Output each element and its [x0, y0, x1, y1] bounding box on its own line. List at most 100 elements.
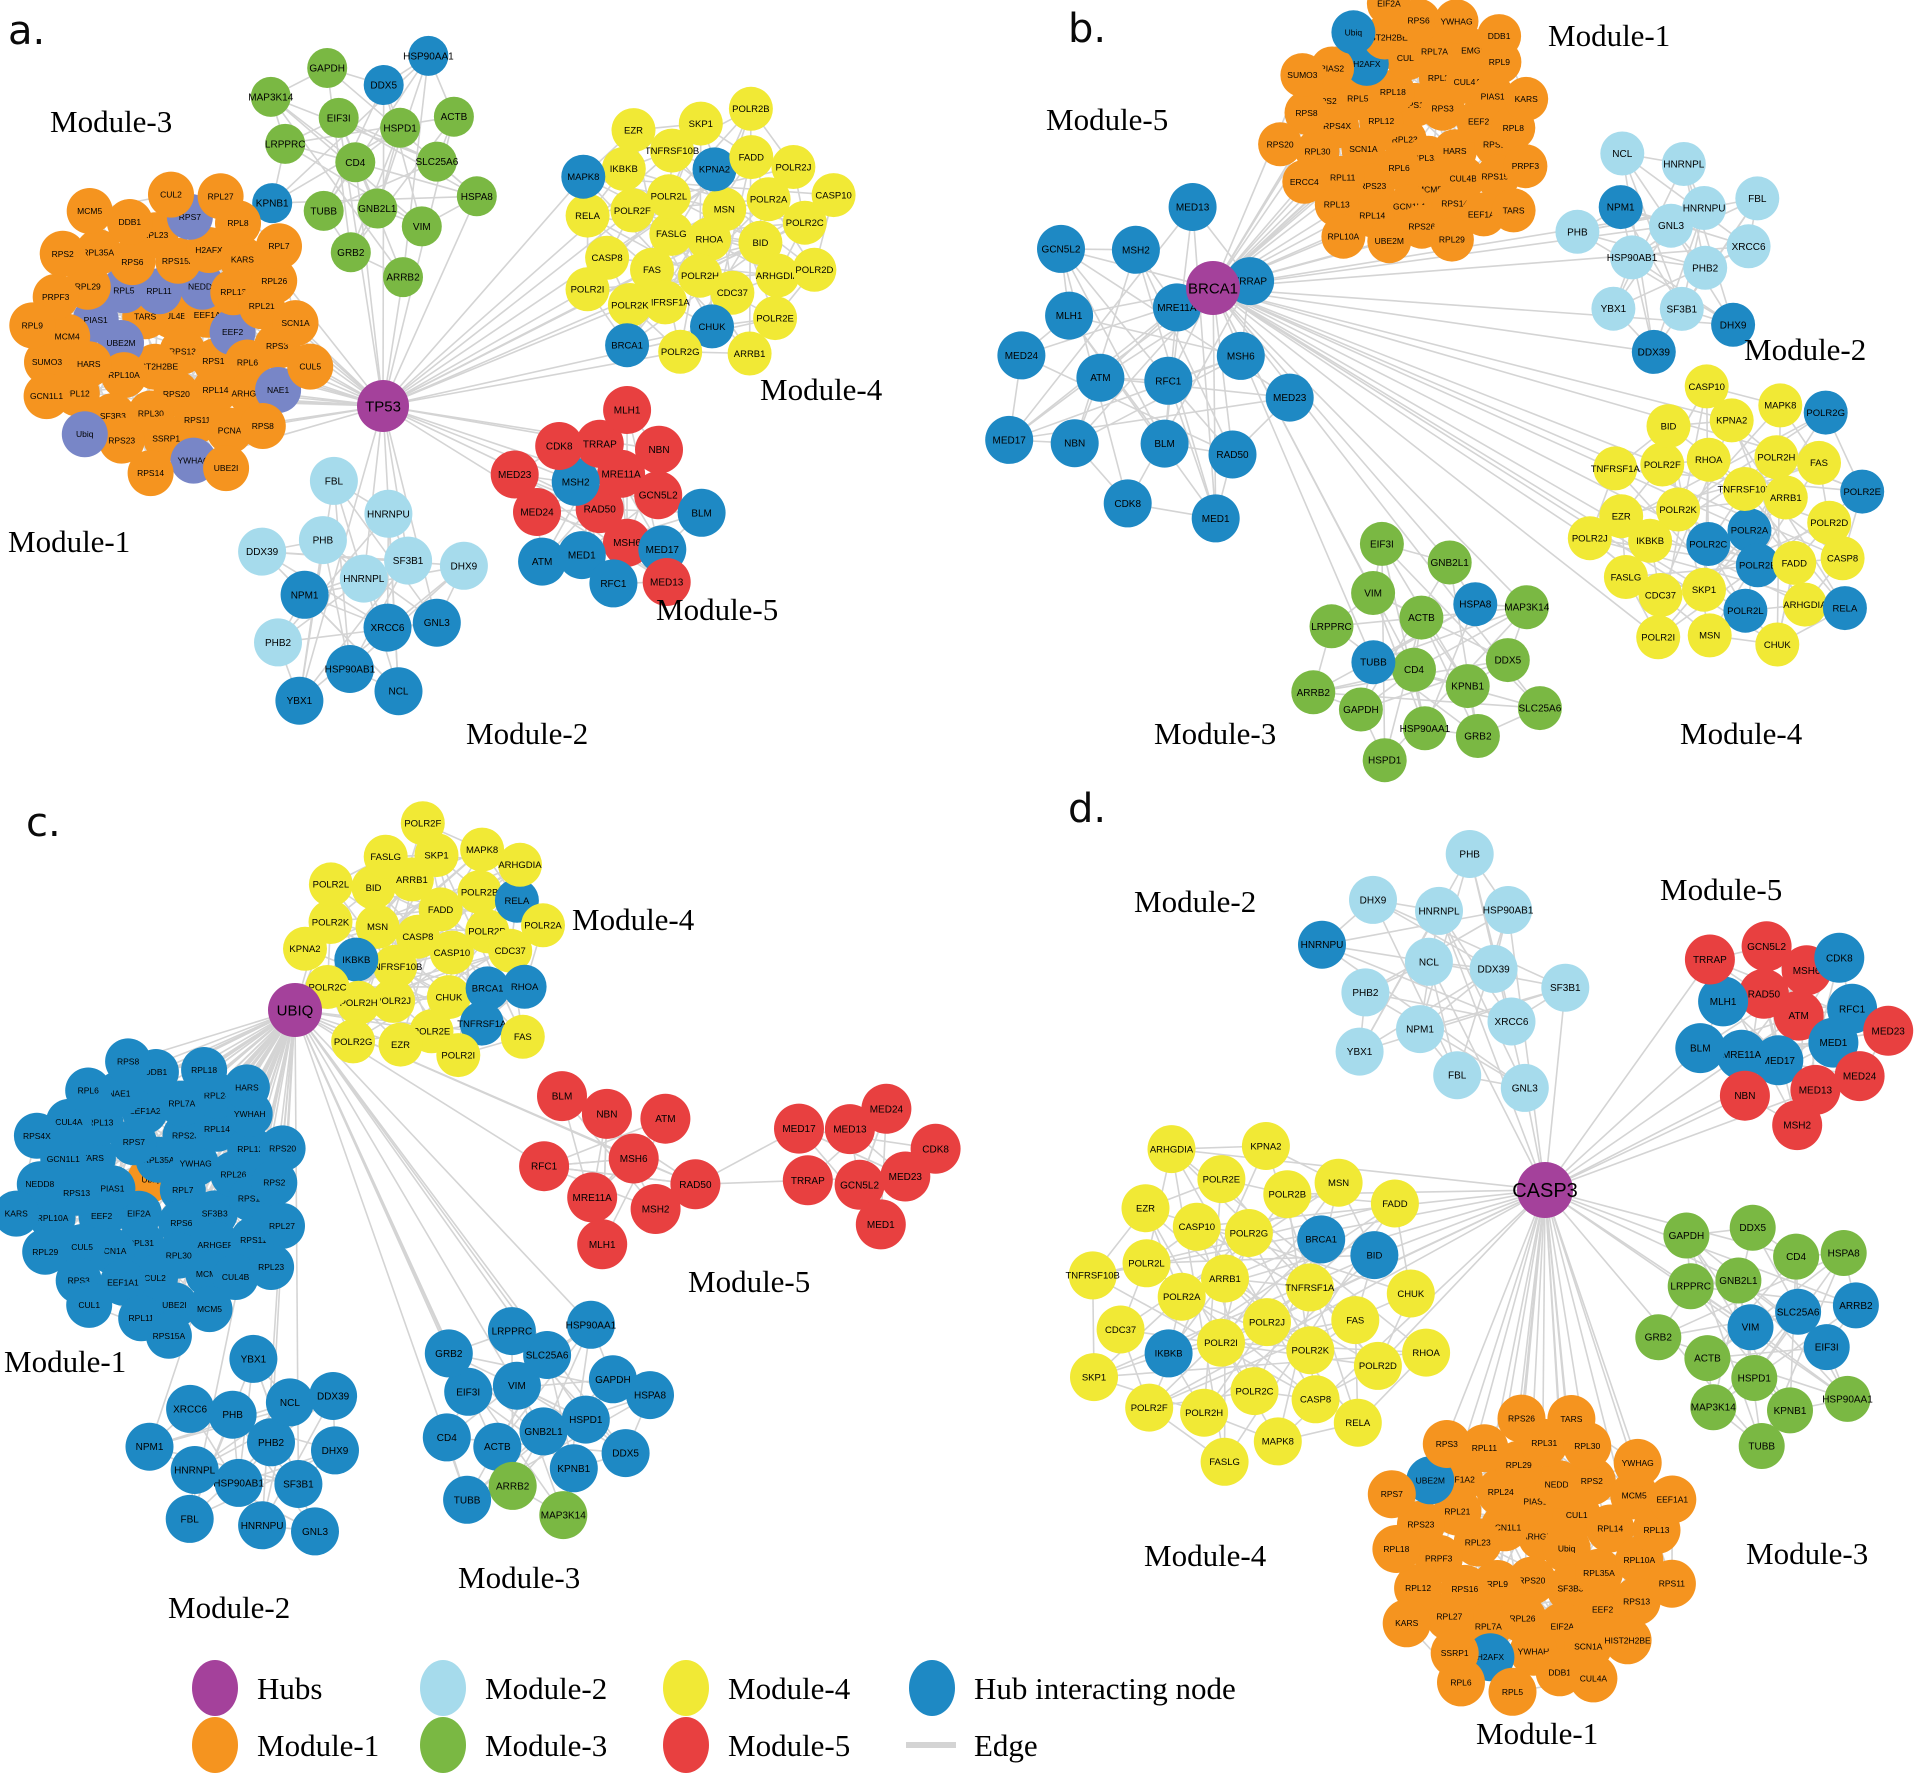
node-label: POLR2D — [1810, 518, 1848, 529]
hub-label: CASP3 — [1512, 1180, 1578, 1202]
node-label: YWHAH — [234, 1109, 266, 1119]
node-label: KARS — [1395, 1618, 1418, 1628]
node-label: RPS7 — [179, 212, 201, 222]
node-cul5: CUL5 — [59, 1224, 106, 1270]
node-label: EEF1A2 — [129, 1106, 161, 1116]
node-polr2f: POLR2F — [1125, 1383, 1174, 1432]
node-polr2d: POLR2D — [792, 247, 837, 292]
node-vim: VIM — [492, 1361, 541, 1410]
node-label: ARHGEF4 — [198, 1240, 238, 1250]
node-label: RPS11 — [184, 415, 211, 425]
node-kars: KARS — [1504, 76, 1549, 121]
node-label: POLR2L — [313, 880, 349, 891]
node-grb2: GRB2 — [424, 1329, 473, 1378]
node-label: FAS — [1346, 1315, 1364, 1326]
node-label: PHB — [222, 1410, 243, 1421]
node-label: CUL4A — [55, 1117, 83, 1127]
node-label: TNFRSF10B — [1718, 484, 1772, 495]
node-label: ARHGEF2 — [232, 388, 272, 398]
node-label: EIF3I — [1815, 1343, 1839, 1354]
node-label: TUBB — [1360, 658, 1387, 669]
node-label: CUL4A — [1454, 77, 1482, 87]
node-casp10: CASP10 — [1684, 364, 1729, 409]
node-label: CUL5 — [299, 362, 321, 372]
module-label: Module-5 — [1046, 102, 1168, 137]
node-label: NBN — [648, 445, 669, 456]
node-label: RPS3 — [1431, 104, 1453, 114]
node-polr2d: POLR2D — [1807, 500, 1852, 545]
node-gnl3: GNL3 — [1500, 1063, 1549, 1112]
node-hsp90aa1: HSP90AA1 — [1822, 1375, 1873, 1422]
node-label: EIF3I — [1370, 539, 1394, 550]
node-fbl: FBL — [309, 456, 358, 505]
panel-d-module-3-3: VIM SLC25A6 HSPD1 GNB2L1 EIF3I ACTB CD4 KPNB1 LR… — [1635, 1204, 1879, 1469]
node-arhgdia: ARHGDIA — [755, 253, 800, 298]
node-label: CUL5 — [1397, 53, 1419, 63]
node-mre11a: MRE11A — [1716, 1029, 1767, 1080]
node-label: POLR2J — [1572, 534, 1608, 545]
node-ywhag: YWHAG — [1434, 0, 1479, 44]
module-label: Module-1 — [4, 1344, 126, 1379]
node-label: RHOA — [511, 982, 539, 993]
node-skp1: SKP1 — [1682, 567, 1726, 612]
node-label: FADD — [1782, 558, 1807, 569]
node-label: MED23 — [1872, 1026, 1906, 1037]
node-atm: ATM — [1076, 353, 1125, 402]
node-label: DDX39 — [1477, 964, 1510, 975]
node-label: MSH2 — [562, 477, 590, 488]
node-label: NAE1 — [108, 1089, 130, 1099]
node-arrb1: ARRB1 — [1763, 475, 1808, 520]
node-faslg: FASLG — [1603, 555, 1648, 599]
node-med17: MED17 — [1753, 1035, 1804, 1086]
node-blm: BLM — [537, 1071, 587, 1122]
node-gapdh: GAPDH — [307, 48, 348, 88]
node-label: MAP3K14 — [248, 92, 293, 103]
node-label: HSPD1 — [383, 123, 417, 134]
node-label: SCN1A — [1574, 1641, 1603, 1651]
node-polr2h: POLR2H — [1754, 435, 1799, 480]
node-polr2l: POLR2L — [1723, 588, 1768, 633]
node-mcm5: MCM5 — [66, 188, 113, 234]
node-rpl18: RPL18 — [181, 1047, 228, 1093]
node-polr2i: POLR2I — [1197, 1318, 1245, 1367]
node-label: RPS20 — [163, 389, 190, 399]
node-label: RPL30 — [138, 409, 164, 419]
node-label: FAS — [514, 1032, 532, 1043]
node-label: MED17 — [993, 435, 1027, 446]
node-polr2h: POLR2H — [678, 253, 722, 298]
node-label: EIF2A — [127, 1209, 151, 1219]
node-fas: FAS — [500, 1014, 545, 1059]
node-cdk8: CDK8 — [910, 1123, 961, 1174]
node-rpl7: RPL7 — [256, 223, 302, 270]
node-label: MSN — [1328, 1178, 1349, 1189]
node-sf3b1: SF3B1 — [1541, 963, 1590, 1012]
node-label: RPL6 — [1388, 163, 1410, 173]
panel-letter-a: a. — [8, 8, 45, 54]
node-label: PCNA — [218, 426, 242, 436]
node-label: CDC37 — [717, 288, 748, 299]
node-label: ARRB1 — [1209, 1274, 1241, 1285]
node-slc25a6: SLC25A6 — [523, 1331, 572, 1379]
node-med13: MED13 — [1168, 183, 1217, 231]
node-label: GRB2 — [435, 1349, 463, 1360]
node-label: RPL7 — [172, 1185, 194, 1195]
node-label: SF3B3 — [202, 1208, 228, 1218]
node-ikbkb: IKBKB — [601, 146, 646, 191]
node-label: RPS23 — [1359, 181, 1386, 191]
node-polr2c: POLR2C — [1686, 522, 1731, 566]
node-rpl9: RPL9 — [9, 302, 56, 349]
node-sumo3: SUMO3 — [24, 339, 70, 385]
node-label: VIM — [1364, 589, 1382, 600]
node-rad50: RAD50 — [1738, 968, 1789, 1019]
node-lrpprc: LRPPRC — [1667, 1263, 1714, 1310]
node-label: MED24 — [870, 1104, 904, 1115]
node-gnb2l1: GNB2L1 — [519, 1407, 568, 1456]
node-polr2f: POLR2F — [610, 188, 655, 233]
node-label: POLR2D — [1359, 1361, 1397, 1372]
node-label: TNFRSF1A — [1591, 464, 1641, 475]
node-label: POLR2L — [651, 192, 687, 203]
node-label: RAD50 — [1216, 450, 1249, 461]
node-label: DDX5 — [370, 81, 397, 92]
node-rps26: RPS26 — [1497, 1394, 1546, 1443]
node-label: RPL24 — [1488, 1487, 1514, 1497]
